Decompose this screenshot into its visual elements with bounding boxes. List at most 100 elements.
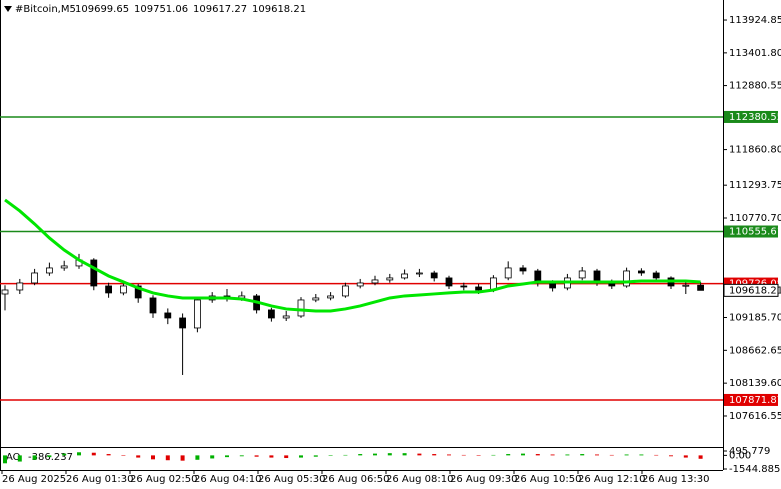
- candle-body: [267, 309, 275, 319]
- ao-bar: [698, 455, 703, 459]
- y-tick-label: 110770.70: [729, 213, 781, 224]
- candle-body: [341, 285, 349, 297]
- candle-body: [1, 289, 9, 295]
- level-label-box: [724, 110, 778, 123]
- ao-bar: [683, 455, 688, 458]
- candle-body: [386, 277, 394, 281]
- candle-body: [371, 279, 379, 284]
- ao-bar: [77, 452, 81, 456]
- symbol-marker: [4, 6, 12, 12]
- ao-bar: [195, 455, 200, 460]
- candle-body: [652, 272, 660, 279]
- candle-body: [682, 284, 690, 287]
- ao-bar: [373, 453, 377, 456]
- x-tick-label: 26 Aug 05:30: [258, 474, 325, 485]
- ao-bar: [565, 454, 570, 456]
- level-label: 110555.61: [729, 227, 781, 238]
- ao-bar: [151, 455, 155, 460]
- ao-bar: [284, 455, 289, 459]
- level-label: 107871.87: [729, 395, 781, 406]
- candle-body: [120, 285, 127, 294]
- header-open: 109699.65: [75, 4, 129, 15]
- ao-bar: [639, 454, 644, 456]
- candle-body: [193, 299, 201, 329]
- ao-bar: [32, 455, 37, 460]
- candle-body: [31, 272, 39, 284]
- ao-bar: [417, 453, 422, 456]
- y-tick-label: 113924.85: [729, 15, 781, 26]
- candle-body: [415, 272, 423, 275]
- y-tick-label: 108139.60: [729, 378, 781, 389]
- ao-title: AO: [6, 452, 21, 463]
- ao-bar: [299, 455, 303, 458]
- ao-bar: [239, 455, 244, 457]
- ao-bar: [91, 452, 96, 456]
- ao-bar: [654, 454, 659, 456]
- candle-body: [356, 282, 364, 287]
- ao-bar: [313, 455, 318, 457]
- ao-bar: [106, 454, 111, 456]
- header-high: 109751.06: [134, 4, 188, 15]
- ao-bar: [225, 455, 229, 458]
- ao-bar: [210, 455, 215, 459]
- ao-bar: [269, 455, 274, 458]
- candle-body: [519, 267, 527, 272]
- ao-bar: [358, 454, 363, 456]
- x-tick-label: 26 Aug 10:50: [514, 474, 581, 485]
- candle-body: [90, 259, 98, 287]
- header-low: 109617.27: [193, 4, 247, 15]
- ao-bar: [506, 454, 511, 456]
- x-tick-label: 26 Aug 04:10: [194, 474, 261, 485]
- ao-bar: [121, 455, 126, 456]
- price-label: 109618.21: [729, 285, 781, 296]
- candle-body: [134, 285, 142, 299]
- y-tick-label: 113401.80: [729, 48, 781, 59]
- x-tick-label: 26 Aug 06:50: [322, 474, 389, 485]
- x-tick-label: 26 Aug 09:30: [450, 474, 517, 485]
- candle-body: [504, 267, 512, 279]
- ao-bar: [550, 454, 555, 456]
- ao-bar: [180, 455, 185, 461]
- ao-bar: [136, 455, 141, 458]
- y-tick-label: 111293.75: [729, 180, 781, 191]
- candle-body: [179, 317, 187, 329]
- symbol-title: #Bitcoin,M5: [15, 4, 76, 15]
- ao-bar: [461, 454, 466, 456]
- level-label-box: [724, 225, 778, 238]
- candle-body: [164, 312, 172, 319]
- y-tick-label: 108662.65: [729, 345, 781, 356]
- y-tick-label: 111860.80: [729, 145, 781, 156]
- ao-value: -386.237: [28, 452, 73, 463]
- ao-bar: [17, 455, 22, 462]
- candle-body: [46, 267, 53, 274]
- candle-body: [297, 299, 305, 317]
- ao-bar: [521, 453, 525, 456]
- candle-body: [475, 286, 483, 291]
- candle-body: [578, 270, 586, 279]
- ao-bar: [491, 454, 496, 456]
- candle-body: [16, 282, 24, 291]
- candle-body: [623, 270, 630, 287]
- ao-bar: [432, 454, 437, 456]
- level-label-box: [724, 393, 778, 406]
- x-tick-label: 26 Aug 01:30: [66, 474, 133, 485]
- candle-body: [697, 284, 704, 291]
- candle-body: [430, 272, 438, 279]
- candle-body: [282, 315, 290, 319]
- candle-body: [445, 277, 453, 287]
- ao-bar: [387, 453, 392, 456]
- ao-tick-label: 495.779: [729, 446, 770, 457]
- header-close: 109618.21: [252, 4, 306, 15]
- price-label-box: [723, 283, 779, 297]
- ao-bar: [254, 455, 259, 457]
- candle-body: [327, 295, 335, 299]
- level-label: 112380.55: [729, 112, 781, 123]
- candle-body: [638, 270, 645, 274]
- candle-body: [149, 297, 157, 314]
- ao-bar: [447, 454, 451, 456]
- x-tick-label: 26 Aug 02:50: [130, 474, 197, 485]
- ao-bar: [47, 455, 52, 458]
- x-tick-label: 26 Aug 08:10: [386, 474, 453, 485]
- y-tick-label: 107616.55: [729, 411, 781, 422]
